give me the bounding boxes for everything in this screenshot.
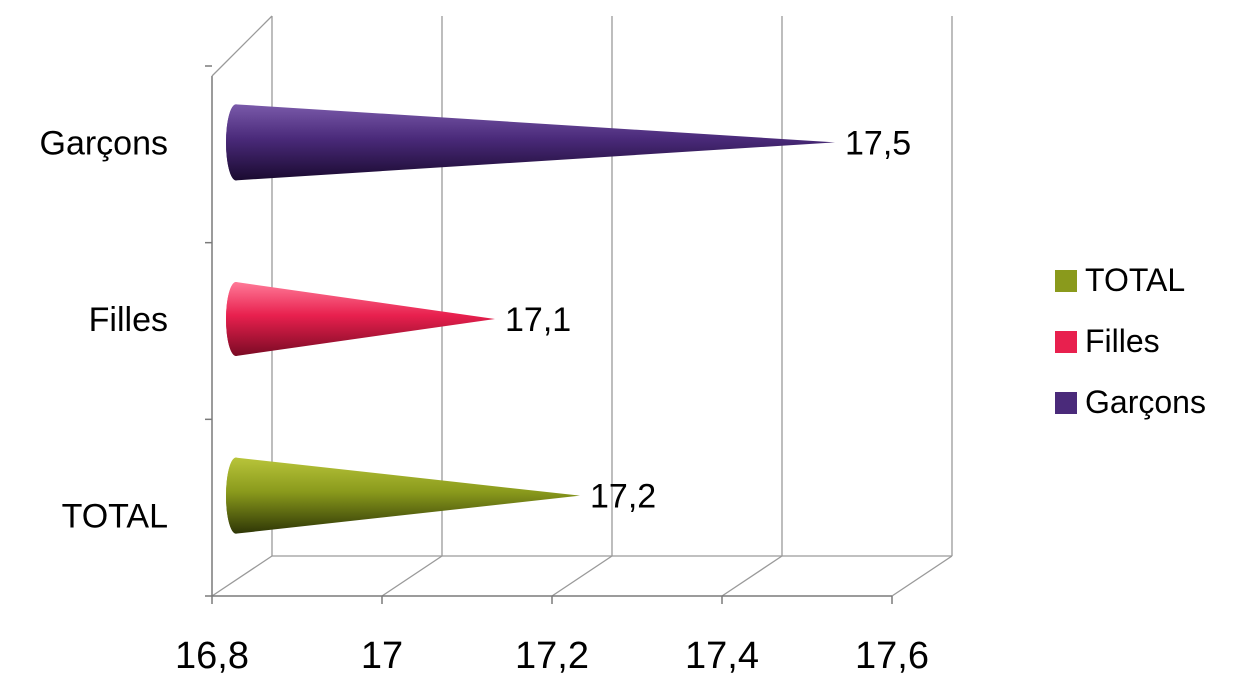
legend-label: Filles — [1085, 323, 1160, 359]
legend-swatch — [1055, 331, 1077, 353]
legend-label: Garçons — [1085, 384, 1206, 420]
floor-gridline — [381, 555, 443, 597]
labels: 16,8 17 17,2 17,4 17,6 TOTAL 17,2 Filles 17,1 Gar… — [40, 124, 929, 677]
data-series — [226, 104, 835, 534]
data-label: 17,2 — [590, 478, 656, 516]
y-category-label: Filles — [89, 301, 168, 339]
axes — [205, 15, 953, 604]
legend: TOTAL Filles Garçons — [1055, 262, 1206, 420]
legend-label: TOTAL — [1085, 262, 1185, 298]
cone-bar — [226, 457, 580, 534]
data-label: 17,5 — [845, 124, 911, 162]
x-tick-label: 16,8 — [175, 635, 249, 677]
y-category-label: Garçons — [40, 124, 169, 162]
floor-gridline — [211, 555, 273, 597]
floor-gridline — [891, 555, 953, 597]
x-tick-label: 17 — [361, 635, 403, 677]
x-tick-label: 17,6 — [855, 635, 929, 677]
legend-swatch — [1055, 392, 1077, 414]
x-tick-label: 17,4 — [685, 635, 759, 677]
x-tick-label: 17,2 — [515, 635, 589, 677]
floor-gridline — [551, 555, 613, 597]
legend-swatch — [1055, 270, 1077, 292]
cone-base — [226, 457, 246, 534]
cone-bar — [226, 282, 495, 356]
cone-bar — [226, 104, 835, 181]
cone-base — [226, 282, 246, 356]
cone-base — [226, 104, 246, 181]
wall-edge — [211, 15, 273, 77]
y-category-label: TOTAL — [62, 498, 168, 536]
floor-gridline — [721, 555, 783, 597]
data-label: 17,1 — [505, 301, 571, 339]
